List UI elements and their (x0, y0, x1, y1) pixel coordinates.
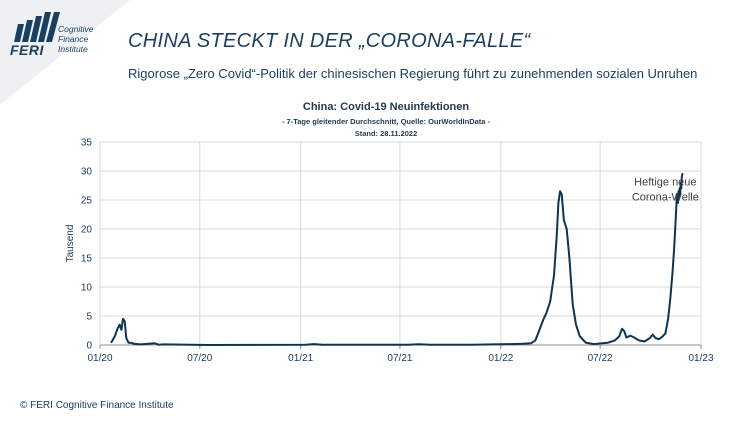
logo-line-1: Cognitive (58, 24, 94, 34)
annotation-text: Heftige neue (634, 177, 696, 189)
y-axis-label: Tausend (65, 225, 76, 263)
y-tick-label: 20 (81, 225, 93, 236)
header-band (0, 0, 130, 105)
y-tick-label: 35 (81, 138, 93, 149)
logo-brand: FERI (10, 42, 44, 58)
x-tick-label: 07/21 (387, 353, 412, 364)
series-line (110, 172, 684, 346)
y-tick-label: 25 (81, 196, 93, 207)
y-tick-label: 0 (86, 341, 92, 352)
page-subtitle: Rigorose „Zero Covid“-Politik der chines… (128, 66, 698, 81)
page-title: CHINA STECKT IN DER „CORONA-FALLE“ (128, 30, 531, 52)
feri-logo: FERI Cognitive Finance Institute (10, 12, 120, 60)
logo-line-2: Finance (58, 34, 89, 44)
chart-note: Stand: 28.11.2022 (354, 129, 418, 138)
x-tick-label: 07/20 (187, 353, 212, 364)
copyright-footer: © FERI Cognitive Finance Institute (20, 400, 174, 411)
x-tick-label: 01/23 (688, 353, 713, 364)
logo-line-3: Institute (58, 44, 88, 54)
x-tick-label: 07/22 (588, 353, 613, 364)
x-tick-label: 01/20 (87, 353, 112, 364)
annotation-text: Corona-Welle (632, 192, 699, 204)
chart-title: China: Covid-19 Neuinfektionen (302, 101, 470, 113)
y-tick-label: 5 (86, 312, 92, 323)
x-tick-label: 01/22 (488, 353, 513, 364)
chart-subtitle: - 7-Tage gleitender Durchschnitt, Quelle… (281, 117, 491, 126)
logo-bars-icon (14, 12, 60, 42)
header-band-shape (0, 0, 130, 105)
x-tick-label: 01/21 (288, 353, 313, 364)
y-tick-label: 30 (81, 167, 93, 178)
y-tick-label: 15 (81, 254, 93, 265)
y-tick-label: 10 (81, 283, 93, 294)
